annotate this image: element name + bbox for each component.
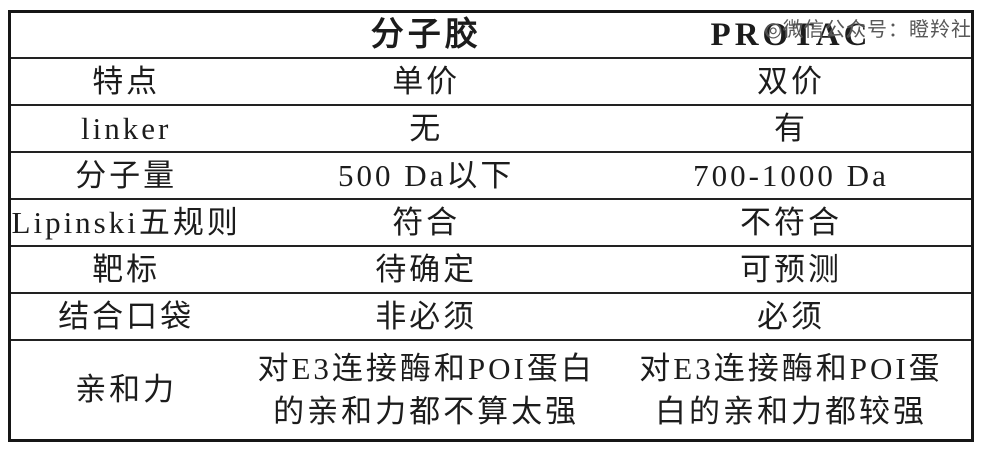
glue-cell: 无 <box>409 110 444 146</box>
row-label: 结合口袋 <box>58 298 195 334</box>
row-label: linker <box>81 110 172 146</box>
glue-cell: 待确定 <box>375 251 478 287</box>
wechat-watermark: ◎微信公众号：瞪羚社 <box>764 19 972 41</box>
protac-cell: 双价 <box>756 63 825 99</box>
glue-cell: 非必须 <box>375 298 478 334</box>
table-row-feature: 特点 单价 双价 <box>11 57 971 104</box>
row-label: 亲和力 <box>75 372 178 408</box>
glue-cell: 符合 <box>392 204 461 240</box>
row-label: 特点 <box>92 63 161 99</box>
table-row-target: 靶标 待确定 可预测 <box>11 245 971 292</box>
table-row-molecular-weight: 分子量 500 Da以下 700-1000 Da <box>11 151 971 198</box>
table-row-linker: linker 无 有 <box>11 104 971 151</box>
protac-cell: 有 <box>773 110 808 146</box>
protac-cell: 可预测 <box>739 251 842 287</box>
protac-cell: 对E3连接酶和POI蛋 白的亲和力都较强 <box>639 350 943 429</box>
protac-cell: 不符合 <box>739 204 842 240</box>
row-label: 分子量 <box>75 157 178 193</box>
glue-cell: 对E3连接酶和POI蛋白 的亲和力都不算太强 <box>257 350 595 429</box>
protac-cell: 700-1000 Da <box>693 157 889 193</box>
table-row-binding-pocket: 结合口袋 非必须 必须 <box>11 292 971 339</box>
table-row-lipinski: Lipinski五规则 符合 不符合 <box>11 198 971 245</box>
protac-cell: 必须 <box>756 298 825 334</box>
glue-cell: 500 Da以下 <box>337 157 515 193</box>
molecular-glue-vs-protac-table: 分子胶 PROTAC 特点 单价 双价 linker 无 有 分子量 500 D… <box>8 10 974 442</box>
table-header-row: 分子胶 PROTAC <box>11 13 971 57</box>
header-protac: PROTAC <box>710 16 872 53</box>
row-label: Lipinski五规则 <box>11 204 241 240</box>
table-row-affinity: 亲和力 对E3连接酶和POI蛋白 的亲和力都不算太强 对E3连接酶和POI蛋 白… <box>11 339 971 439</box>
row-label: 靶标 <box>92 251 161 287</box>
header-empty-cell <box>11 13 241 57</box>
header-molecular-glue: 分子胶 <box>370 16 482 53</box>
glue-cell: 单价 <box>392 63 461 99</box>
